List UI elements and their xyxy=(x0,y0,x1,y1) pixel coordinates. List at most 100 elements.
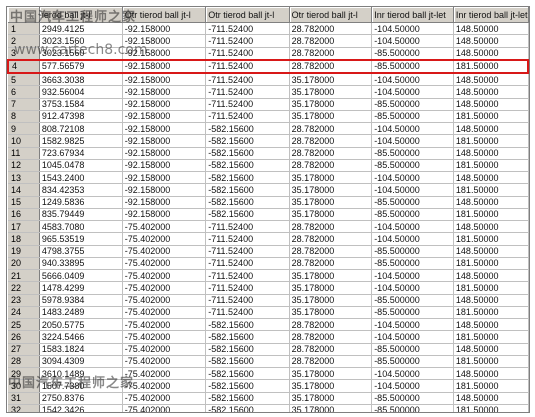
table-cell[interactable]: 1582.9825 xyxy=(39,134,123,148)
table-row[interactable]: 4 577.56579 -92.158000 -711.52400 28.782000-… xyxy=(7,58,529,75)
table-cell[interactable]: -85.500000 xyxy=(371,294,454,307)
table-cell[interactable]: 148.50000 xyxy=(453,343,529,356)
table-cell[interactable]: 148.50000 xyxy=(453,269,529,283)
table-cell[interactable]: -582.15600 xyxy=(205,392,290,405)
column-header-otr-tierod-1[interactable]: Otr tierod ball jt-l xyxy=(122,7,207,23)
table-cell[interactable]: 148.50000 xyxy=(453,392,529,405)
table-cell[interactable]: 3753.1584 xyxy=(39,98,123,111)
table-cell[interactable]: 28.782000 xyxy=(289,134,373,148)
column-header-otr-tierod-2[interactable]: Otr tierod ball jt-l xyxy=(205,7,290,23)
table-row[interactable]: 28 3094.4309 -75.402000 -582.15600 28.782000… xyxy=(8,355,529,369)
table-cell[interactable]: 181.50000 xyxy=(453,159,529,173)
table-cell[interactable]: -92.158000 xyxy=(122,47,207,61)
table-cell[interactable]: -711.52400 xyxy=(205,281,290,295)
table-cell[interactable]: 148.50000 xyxy=(453,98,529,111)
table-cell[interactable]: -92.158000 xyxy=(122,147,207,160)
table-cell[interactable]: 965.53519 xyxy=(39,232,123,246)
table-cell[interactable]: -75.402000 xyxy=(122,318,207,332)
table-cell[interactable]: 834.42353 xyxy=(39,183,123,197)
table-cell[interactable]: 35.178000 xyxy=(289,171,373,185)
table-cell[interactable]: 35.178000 xyxy=(289,208,373,222)
table-cell[interactable]: -92.158000 xyxy=(122,85,207,99)
table-cell[interactable]: 181.50000 xyxy=(453,330,529,344)
table-cell[interactable]: 28.782000 xyxy=(289,257,373,271)
table-row[interactable]: 14 834.42353 -92.158000 -582.15600 35.178000… xyxy=(8,183,529,197)
table-cell[interactable]: -92.158000 xyxy=(122,34,207,48)
table-cell[interactable]: -711.52400 xyxy=(205,110,290,124)
table-cell[interactable]: 148.50000 xyxy=(453,171,529,185)
table-cell[interactable]: 835.79449 xyxy=(39,208,123,222)
table-cell[interactable]: 35.178000 xyxy=(289,404,373,412)
table-cell[interactable]: 28.782000 xyxy=(289,245,373,258)
table-cell[interactable]: -85.500000 xyxy=(371,47,454,61)
table-cell[interactable]: -582.15600 xyxy=(205,318,290,332)
table-cell[interactable]: 28.782000 xyxy=(289,330,373,344)
table-cell[interactable]: -104.50000 xyxy=(371,379,454,393)
table-cell[interactable]: 181.50000 xyxy=(453,404,529,412)
table-cell[interactable]: -711.52400 xyxy=(205,58,290,75)
table-cell[interactable]: -92.158000 xyxy=(122,22,207,36)
table-cell[interactable]: 4583.7080 xyxy=(39,220,123,234)
table-cell[interactable]: -711.52400 xyxy=(205,73,290,87)
table-cell[interactable]: 181.50000 xyxy=(453,257,529,271)
table-cell[interactable]: -582.15600 xyxy=(205,404,290,412)
row-number-cell[interactable]: 14 xyxy=(8,183,40,197)
table-cell[interactable]: -582.15600 xyxy=(205,330,290,344)
table-cell[interactable]: -92.158000 xyxy=(122,98,207,111)
table-cell[interactable]: -104.50000 xyxy=(371,73,454,87)
table-cell[interactable]: -85.500000 xyxy=(371,404,454,412)
table-cell[interactable]: 4798.3755 xyxy=(39,245,123,258)
table-row[interactable]: 2 3023.1560 -92.158000 -711.52400 28.782000-… xyxy=(8,34,529,48)
column-header-otr-tierod-3[interactable]: Otr tierod ball jt-l xyxy=(289,7,373,23)
table-cell[interactable]: 148.50000 xyxy=(453,47,529,61)
table-cell[interactable]: -104.50000 xyxy=(371,220,454,234)
table-cell[interactable]: -711.52400 xyxy=(205,34,290,48)
table-cell[interactable]: 3023.1560 xyxy=(39,34,123,48)
table-row[interactable]: 7 3753.1584 -92.158000 -711.52400 35.178000-… xyxy=(8,98,529,111)
table-cell[interactable]: -85.500000 xyxy=(371,110,454,124)
table-cell[interactable]: -104.50000 xyxy=(371,134,454,148)
table-cell[interactable]: 28.782000 xyxy=(289,34,373,48)
table-cell[interactable]: -92.158000 xyxy=(122,134,207,148)
table-cell[interactable]: -75.402000 xyxy=(122,245,207,258)
row-number-cell[interactable]: 9 xyxy=(8,122,40,136)
table-row[interactable]: 22 1478.4299 -75.402000 -711.52400 35.178000… xyxy=(8,281,529,295)
table-cell[interactable]: 148.50000 xyxy=(453,318,529,332)
table-cell[interactable]: -711.52400 xyxy=(205,245,290,258)
row-number-cell[interactable]: 3 xyxy=(8,47,40,61)
table-cell[interactable]: 148.50000 xyxy=(453,367,529,381)
table-cell[interactable]: 181.50000 xyxy=(453,306,529,320)
table-cell[interactable]: 181.50000 xyxy=(453,110,529,124)
table-cell[interactable]: 148.50000 xyxy=(453,22,529,36)
row-number-cell[interactable]: 1 xyxy=(8,22,40,36)
table-row[interactable]: 15 1249.5836 -92.158000 -582.15600 35.178000… xyxy=(8,196,529,209)
table-cell[interactable]: -104.50000 xyxy=(371,171,454,185)
table-cell[interactable]: -711.52400 xyxy=(205,47,290,61)
table-cell[interactable]: 148.50000 xyxy=(453,220,529,234)
row-number-cell[interactable]: 2 xyxy=(8,34,40,48)
row-number-cell[interactable]: 26 xyxy=(8,330,40,344)
table-cell[interactable]: -75.402000 xyxy=(122,306,207,320)
table-cell[interactable]: -104.50000 xyxy=(371,122,454,136)
row-number-cell[interactable]: 7 xyxy=(8,98,40,111)
table-cell[interactable]: 181.50000 xyxy=(453,58,529,75)
table-cell[interactable]: -75.402000 xyxy=(122,220,207,234)
row-number-cell[interactable]: 31 xyxy=(8,392,40,405)
table-row[interactable]: 5 3663.3038 -92.158000 -711.52400 35.178000-… xyxy=(8,73,529,87)
table-cell[interactable]: 35.178000 xyxy=(289,73,373,87)
table-cell[interactable]: 5978.9384 xyxy=(39,294,123,307)
table-cell[interactable]: 912.47398 xyxy=(39,110,123,124)
table-cell[interactable]: -85.500000 xyxy=(371,245,454,258)
table-cell[interactable]: -85.500000 xyxy=(371,98,454,111)
table-cell[interactable]: -104.50000 xyxy=(371,281,454,295)
table-row[interactable]: 6 932.56004 -92.158000 -711.52400 35.178000-… xyxy=(8,85,529,99)
corner-header[interactable] xyxy=(8,7,40,23)
row-number-cell[interactable]: 21 xyxy=(8,269,40,283)
table-cell[interactable]: -582.15600 xyxy=(205,122,290,136)
table-cell[interactable]: -711.52400 xyxy=(205,232,290,246)
table-cell[interactable]: 148.50000 xyxy=(453,34,529,48)
table-cell[interactable]: -85.500000 xyxy=(371,58,454,75)
row-number-cell[interactable]: 32 xyxy=(8,404,40,412)
table-cell[interactable]: -711.52400 xyxy=(205,220,290,234)
table-cell[interactable]: -85.500000 xyxy=(371,208,454,222)
